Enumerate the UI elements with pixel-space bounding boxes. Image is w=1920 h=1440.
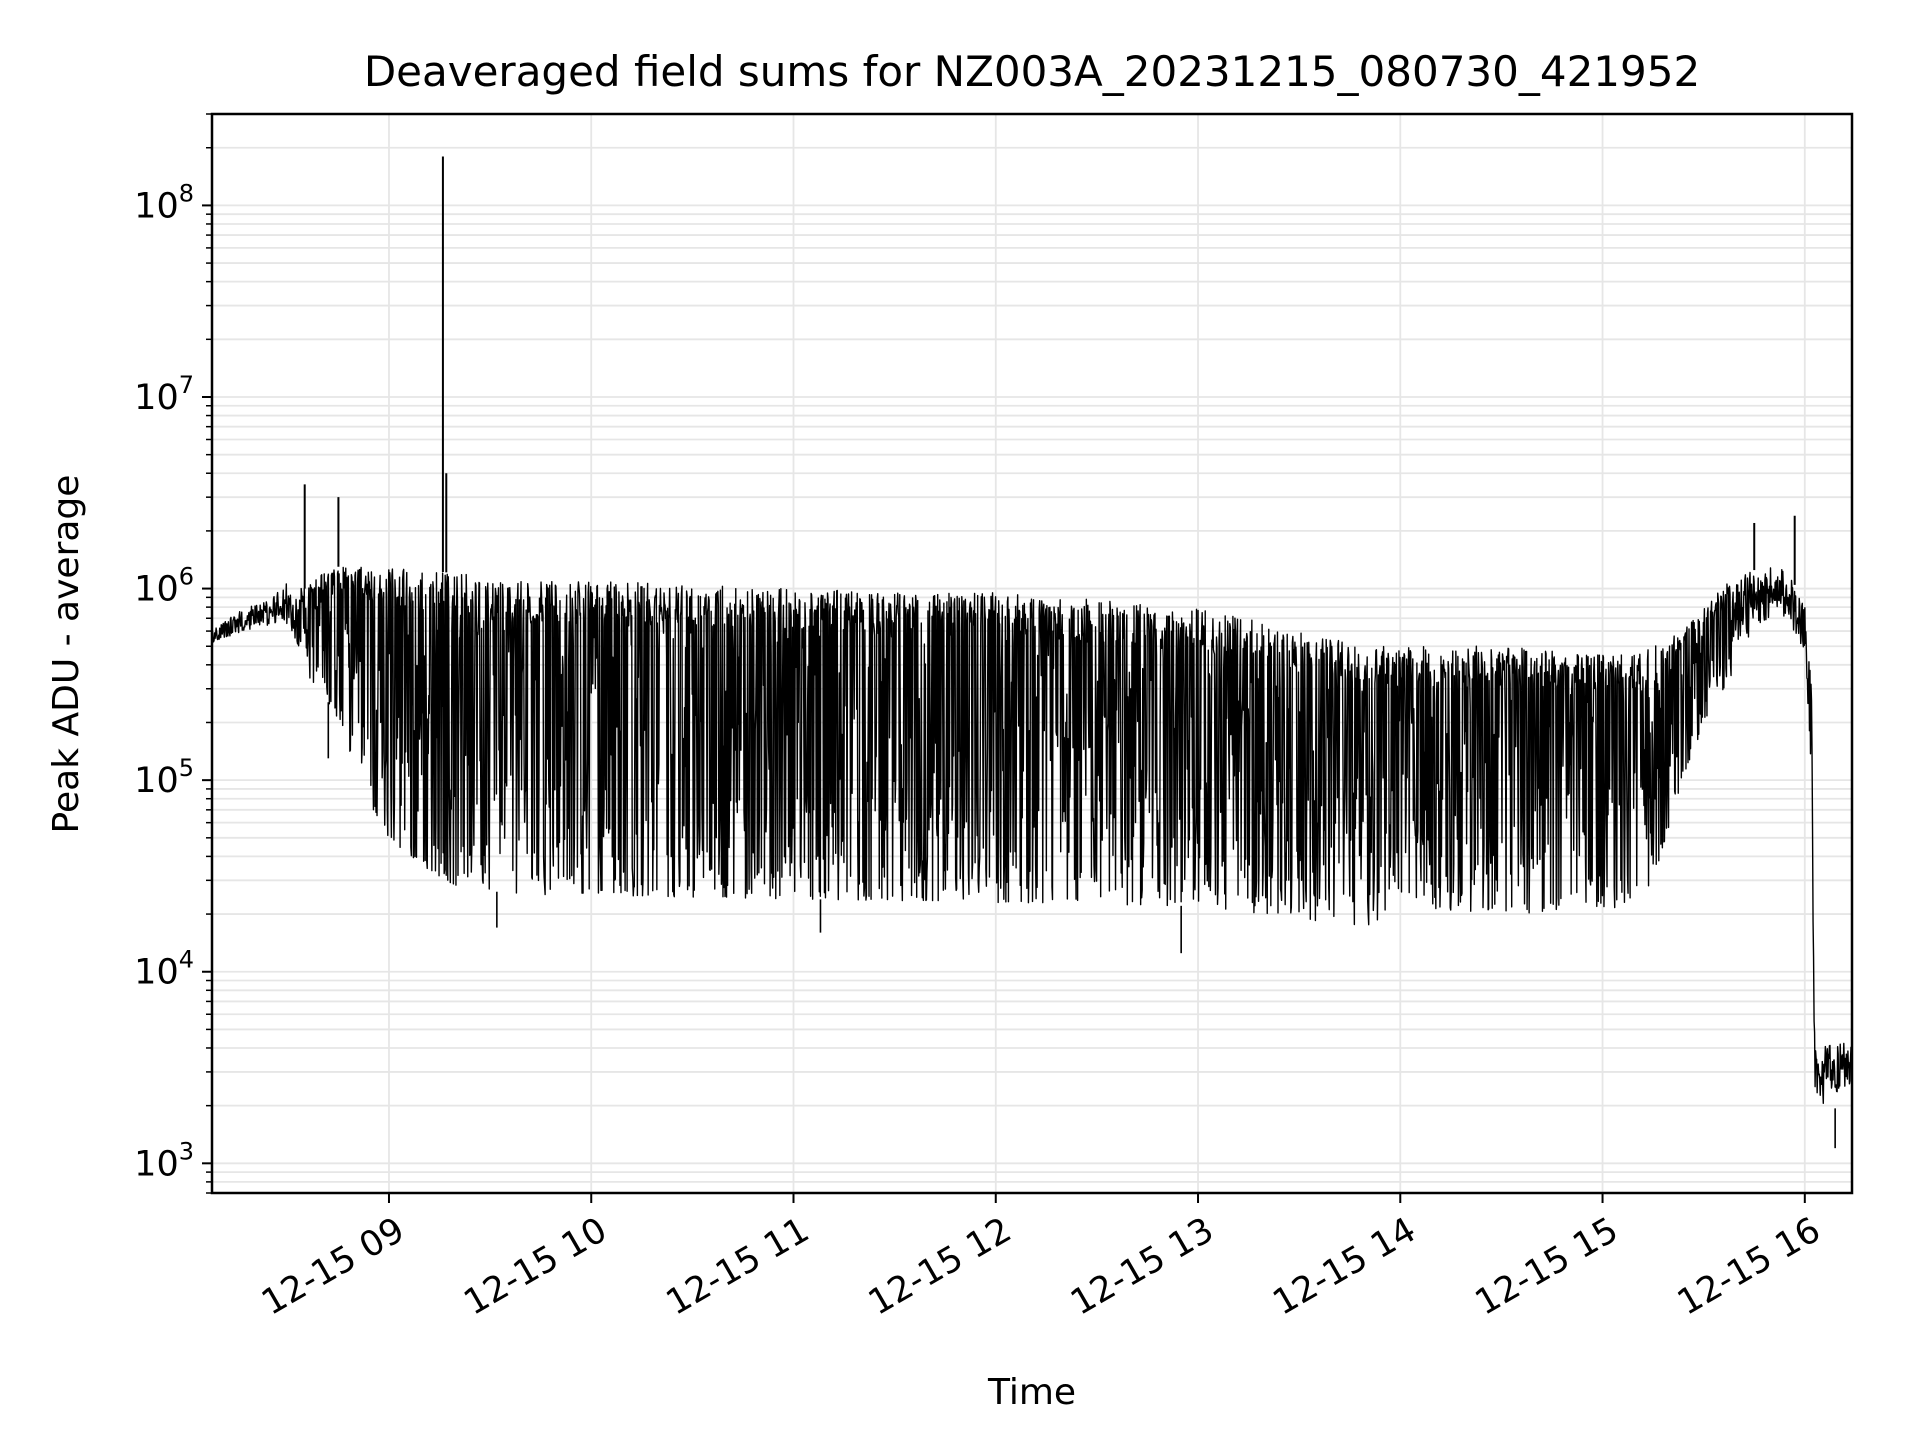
y-tick-exponent: 5 bbox=[179, 754, 194, 782]
y-tick-exponent: 4 bbox=[179, 946, 194, 974]
y-tick-exponent: 8 bbox=[179, 179, 194, 207]
data-series-line bbox=[211, 566, 1853, 1105]
x-axis-label: Time bbox=[987, 1372, 1076, 1413]
y-tick-exponent: 7 bbox=[179, 371, 194, 399]
y-axis-label: Peak ADU - average bbox=[46, 475, 87, 834]
chart-title: Deaveraged field sums for NZ003A_2023121… bbox=[364, 47, 1700, 96]
axes-frame bbox=[210, 112, 1854, 1195]
plot-area bbox=[211, 156, 1853, 1149]
y-tick-exponent: 6 bbox=[179, 563, 194, 591]
y-tick-exponent: 3 bbox=[179, 1137, 194, 1165]
y-tick-label: 105 bbox=[134, 754, 194, 801]
